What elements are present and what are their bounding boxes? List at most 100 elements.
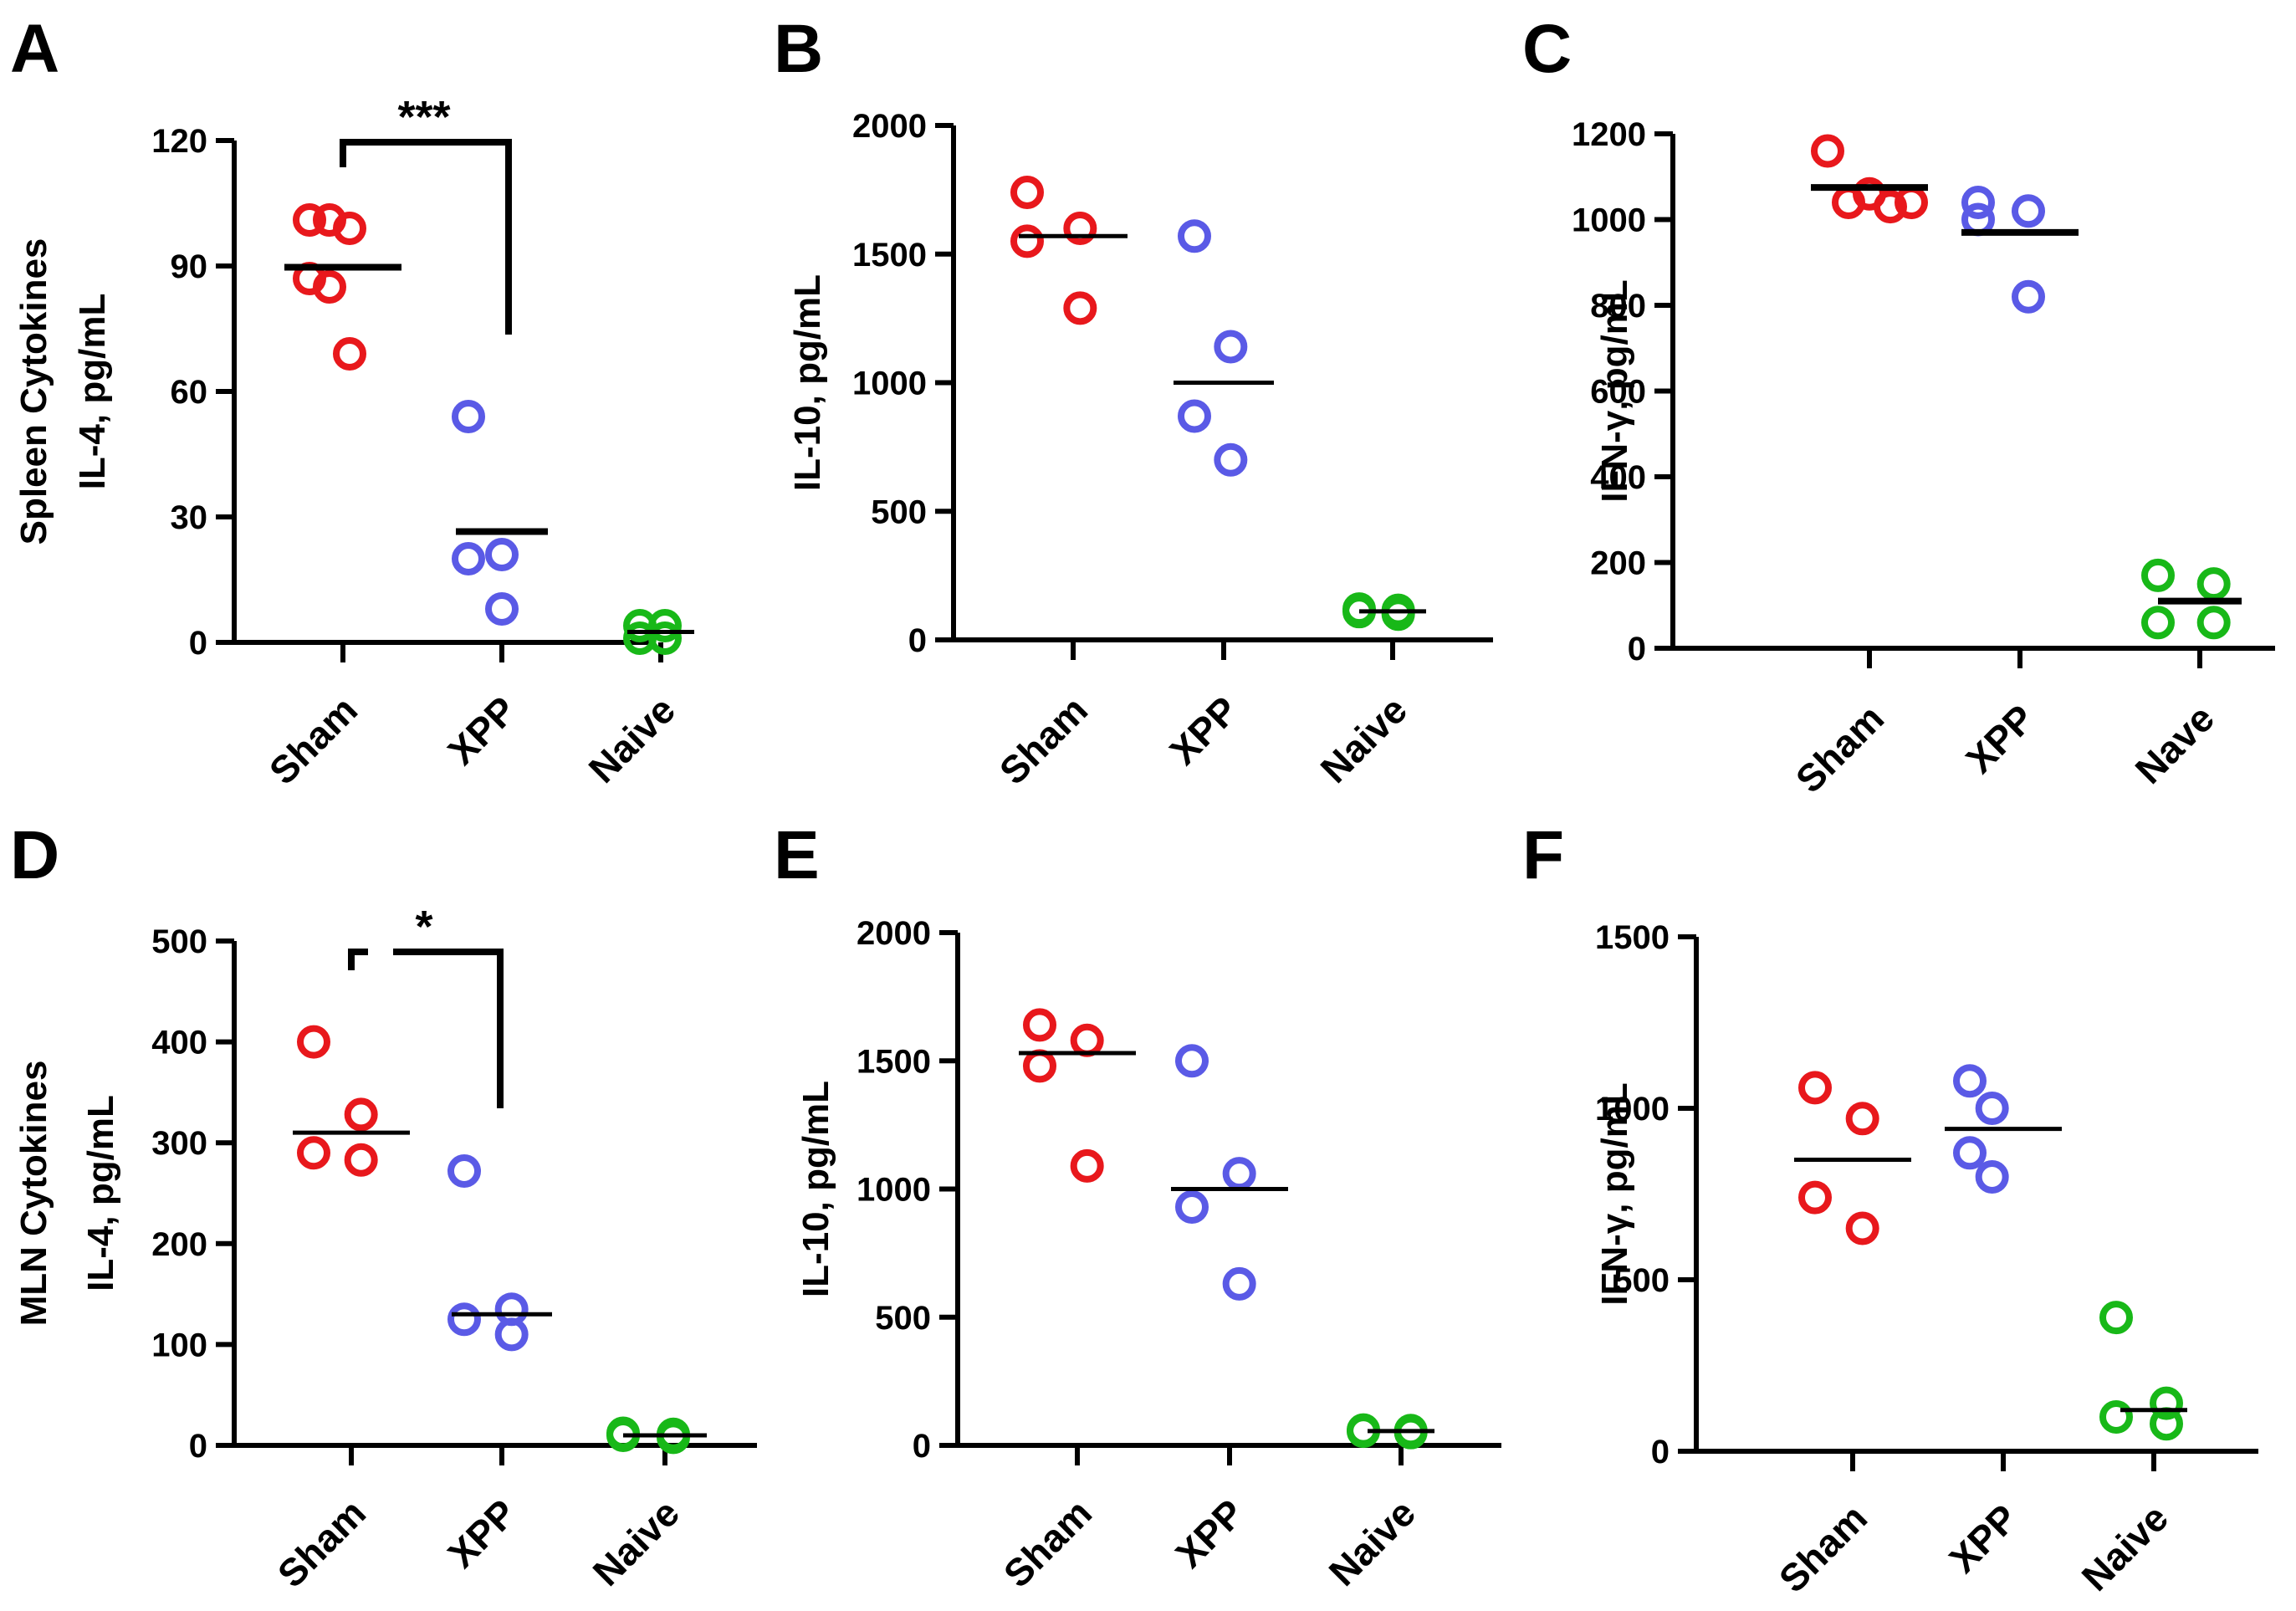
y-tick-label: 90	[171, 248, 208, 285]
data-point-xpp	[1178, 399, 1211, 433]
data-point-nave	[2196, 567, 2231, 601]
panel-b: B 0 500 1000 1500 2000 IL-10, pg/mL Sham XPP Naiv…	[774, 11, 1493, 793]
data-point-xpp	[1961, 202, 1995, 237]
y-tick-label: 1500	[1595, 919, 1670, 956]
data-point-sham	[297, 1025, 330, 1059]
y-tick-label: 1000	[1595, 1091, 1670, 1128]
data-point-xpp	[1214, 330, 1248, 364]
data-point-xpp	[1214, 442, 1248, 477]
data-point-sham	[344, 1097, 378, 1132]
data-point-sham	[1874, 190, 1907, 224]
data-point-sham	[333, 337, 366, 371]
data-point-xpp	[447, 1153, 481, 1188]
x-tick-label: Naive	[1321, 1491, 1424, 1594]
data-point-xpp	[1222, 1157, 1256, 1191]
significance-bracket	[348, 949, 368, 970]
y-tick-label: 0	[1628, 631, 1646, 667]
data-point-xpp	[1975, 1092, 2009, 1125]
panel-d: D 0 100 200 300 400 500 MLN Cytokines IL-4, pg/m…	[10, 817, 757, 1596]
data-point-xpp	[452, 542, 485, 575]
data-point-naive	[2150, 1386, 2183, 1420]
y-axis-title: MLN Cytokines	[13, 1061, 54, 1327]
y-axis-title: IFN-γ, pg/mL	[1594, 1082, 1635, 1305]
panel-a: A 0 30 60 90 120 Spleen Cytokines IL-4, pg/mL Sh…	[10, 11, 694, 793]
data-point-sham	[1023, 1008, 1056, 1042]
data-point-sham	[1063, 212, 1097, 245]
data-point-xpp	[485, 592, 519, 626]
data-point-xpp	[1178, 219, 1211, 253]
x-tick-label: XPP	[1957, 696, 2043, 781]
y-tick-label: 1200	[1572, 116, 1646, 153]
data-point-nave	[2141, 558, 2175, 592]
x-tick-label: Sham	[261, 688, 366, 792]
panel-letter: F	[1522, 817, 1564, 893]
y-tick-label: 1000	[1572, 202, 1646, 239]
y-tick-label: 0	[189, 625, 207, 662]
data-point-naive	[1381, 597, 1415, 632]
data-point-xpp	[1175, 1189, 1209, 1224]
y-axis-title: IL-10, pg/mL	[787, 274, 828, 491]
y-tick-label: 1500	[857, 1043, 931, 1080]
y-axis-title: IFN-γ, pg/mL	[1594, 279, 1635, 502]
x-tick-label: Nave	[2127, 696, 2223, 792]
panel-letter: B	[774, 11, 823, 87]
data-point-xpp	[447, 1302, 481, 1337]
x-tick-label: XPP	[1167, 1491, 1252, 1576]
data-point-sham	[1063, 291, 1097, 325]
panel-letter: C	[1522, 11, 1572, 87]
y-tick-label: 0	[913, 1428, 931, 1465]
x-tick-label: XPP	[439, 1491, 524, 1576]
y-tick-label: 30	[171, 499, 208, 536]
panel-e: E 0 500 1000 1500 2000 IL-10, pg/mL Sham XPP Naiv…	[774, 817, 1501, 1596]
x-tick-label: Sham	[995, 1491, 1100, 1595]
y-tick-label: 800	[1590, 288, 1646, 325]
y-tick-label: 0	[908, 622, 927, 659]
x-tick-label: Sham	[1771, 1496, 1875, 1600]
panel-f: F 0 500 1000 1500 IFN-γ, pg/mL Sham XPP Naive	[1522, 817, 2258, 1601]
data-point-sham	[1010, 224, 1044, 258]
data-point-xpp	[452, 400, 485, 433]
y-tick-label: 400	[1590, 459, 1646, 496]
y-tick-label: 300	[151, 1125, 207, 1162]
y-axis-title: IL-4, pg/mL	[80, 1095, 121, 1291]
data-point-sham	[313, 270, 346, 304]
y-tick-label: 120	[151, 123, 207, 160]
y-tick-label: 1000	[852, 366, 927, 402]
x-tick-label: XPP	[1941, 1496, 2026, 1581]
x-tick-label: Naive	[580, 688, 684, 791]
significance-label: *	[415, 902, 432, 952]
significance-bracket	[340, 139, 512, 335]
y-tick-label: 1500	[852, 237, 927, 274]
data-point-sham	[1811, 134, 1844, 168]
data-point-sham	[344, 1143, 378, 1177]
y-axis-title: IL-10, pg/mL	[795, 1081, 836, 1297]
y-tick-label: 100	[151, 1327, 207, 1363]
panel-letter: D	[10, 817, 59, 893]
data-point-sham	[1845, 1102, 1879, 1136]
data-point-xpp	[2012, 194, 2045, 228]
data-point-naive	[648, 609, 682, 642]
panel-letter: E	[774, 817, 820, 893]
significance-bracket	[393, 949, 504, 1108]
x-tick-label: Naive	[1312, 688, 1416, 791]
data-point-sham	[1845, 1211, 1879, 1245]
x-tick-label: XPP	[439, 688, 524, 773]
y-tick-label: 500	[871, 494, 927, 530]
data-point-sham	[1070, 1023, 1104, 1057]
data-point-xpp	[1953, 1064, 1987, 1098]
y-tick-label: 500	[1613, 1262, 1670, 1299]
y-tick-label: 0	[1651, 1434, 1670, 1470]
data-point-nave	[2141, 606, 2175, 640]
data-point-nave	[2196, 606, 2231, 640]
data-point-xpp	[1953, 1136, 1987, 1170]
data-point-sham	[293, 203, 326, 237]
y-tick-label: 2000	[852, 108, 927, 145]
data-point-naive	[648, 621, 682, 655]
significance-label: ***	[397, 92, 450, 142]
data-point-sham	[1070, 1148, 1104, 1183]
data-point-xpp	[1975, 1160, 2009, 1194]
data-point-naive	[2099, 1301, 2133, 1335]
y-tick-label: 500	[875, 1300, 931, 1337]
x-tick-label: Naive	[2074, 1496, 2177, 1599]
y-axis-title: Spleen Cytokines	[13, 238, 54, 545]
